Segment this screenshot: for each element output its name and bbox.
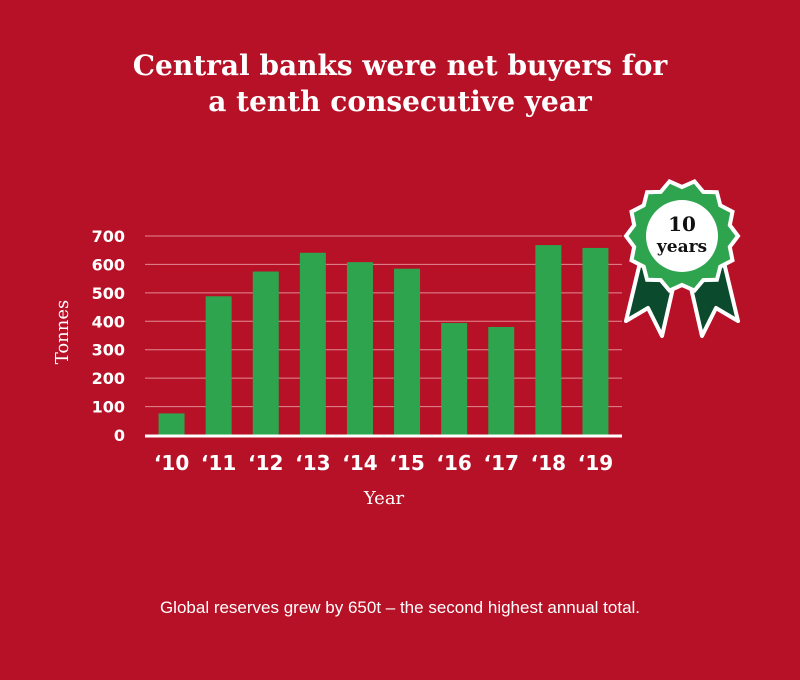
x-tick-label: ‘10: [154, 451, 189, 475]
y-tick-label: 600: [92, 255, 125, 274]
x-tick-label: ‘16: [436, 451, 471, 475]
y-tick-label: 700: [92, 227, 125, 246]
x-axis-label: Year: [363, 488, 405, 509]
bar-‘16: [441, 322, 468, 435]
x-tick-label: ‘17: [484, 451, 519, 475]
bar-‘10: [158, 413, 185, 435]
title-line-2: a tenth consecutive year: [208, 85, 592, 118]
y-tick-label: 0: [114, 426, 125, 445]
bar-‘13: [299, 252, 326, 435]
y-tick-label: 200: [92, 369, 125, 388]
y-axis-label: Tonnes: [52, 300, 73, 365]
bar-‘14: [346, 262, 373, 435]
x-tick-label: ‘15: [389, 451, 424, 475]
x-tick-label: ‘19: [578, 451, 613, 475]
award-rosette-icon: 10 years: [623, 178, 741, 338]
y-tick-label: 400: [92, 312, 125, 331]
x-tick-label: ‘14: [342, 451, 377, 475]
chart-title: Central banks were net buyers for a tent…: [0, 48, 800, 120]
y-tick-label: 300: [92, 341, 125, 360]
x-tick-label: ‘12: [248, 451, 283, 475]
badge-label: years: [656, 237, 707, 257]
footnote: Global reserves grew by 650t – the secon…: [159, 598, 641, 617]
bar-‘19: [582, 247, 609, 435]
bar-‘17: [488, 326, 515, 435]
y-tick-label: 500: [92, 284, 125, 303]
x-tick-label: ‘13: [295, 451, 330, 475]
bar-‘11: [205, 296, 232, 435]
x-tick-label: ‘18: [531, 451, 566, 475]
bar-‘12: [252, 271, 279, 435]
y-tick-label: 100: [92, 398, 125, 417]
bar-‘18: [535, 245, 562, 435]
bar-‘15: [394, 268, 421, 435]
x-tick-label: ‘11: [201, 451, 236, 475]
title-line-1: Central banks were net buyers for: [132, 49, 668, 82]
badge-number: 10: [668, 212, 696, 236]
